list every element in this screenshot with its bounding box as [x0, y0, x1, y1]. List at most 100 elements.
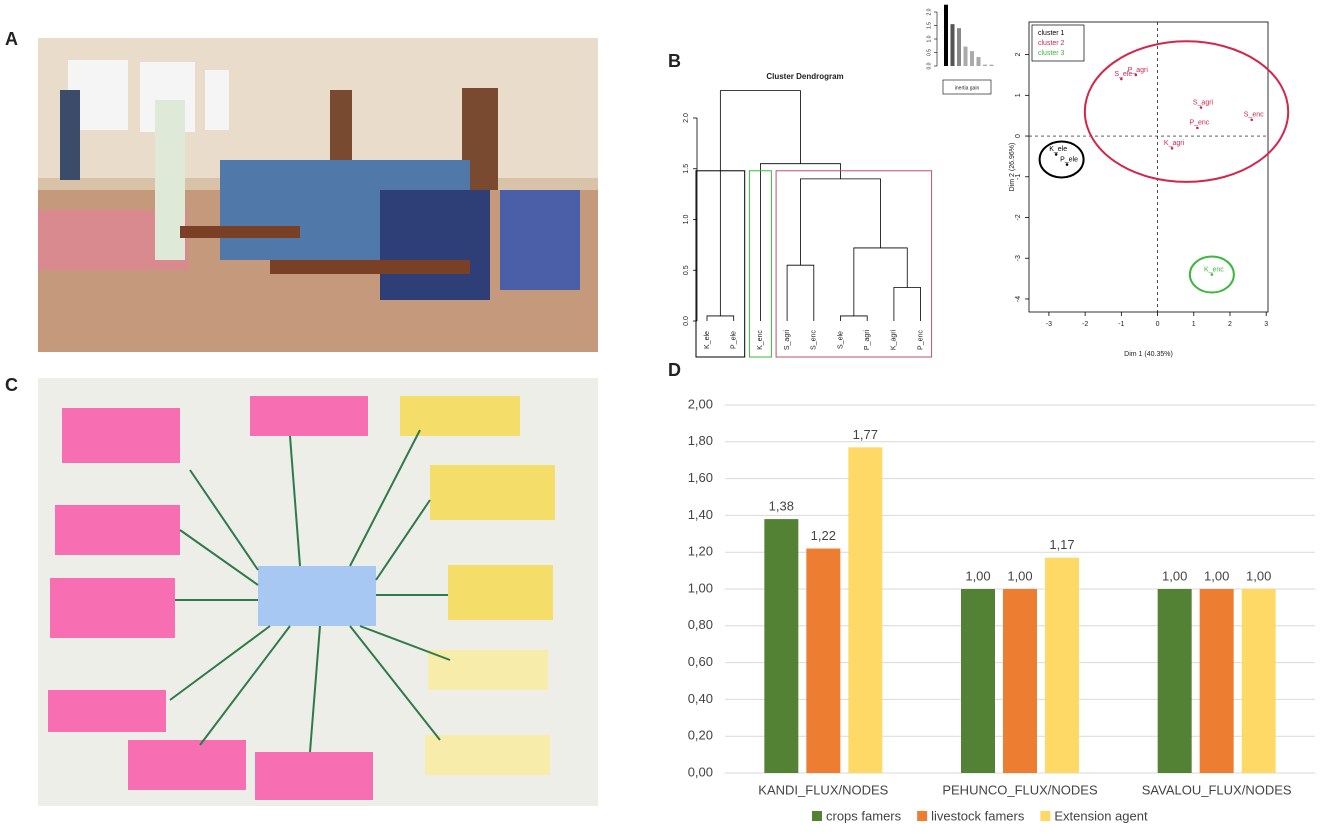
legend-label: cluster 2 — [1038, 40, 1065, 47]
value-label: 1,00 — [1246, 568, 1271, 583]
dendrogram-link — [719, 90, 801, 316]
point-label: S_ele — [1114, 71, 1132, 78]
bar — [1241, 589, 1276, 773]
cluster-box — [775, 170, 933, 358]
x-tick-label: PEHUNCO_FLUX/NODES — [942, 782, 1098, 797]
y-tick-label: 2.0 — [926, 8, 932, 15]
dendrogram-link — [800, 178, 881, 266]
x-axis-label: Dim 1 (40.35%) — [1124, 351, 1173, 358]
point-label: P_enc — [1189, 120, 1209, 127]
y-tick-label: 0.0 — [926, 62, 932, 69]
value-label: 1,00 — [965, 568, 990, 583]
leaf-label: S_enc — [811, 330, 818, 350]
x-tick-label: -3 — [1046, 321, 1052, 328]
x-tick-label: SAVALOU_FLUX/NODES — [1142, 782, 1292, 797]
bar — [961, 589, 995, 773]
y-tick-label: 0,60 — [688, 654, 713, 669]
leaf-label: K_agri — [891, 329, 898, 350]
bar — [944, 4, 948, 67]
y-axis-label: Dim 2 (26.96%) — [1009, 143, 1016, 192]
legend-label: cluster 1 — [1038, 30, 1065, 37]
y-tick-label: 2,00 — [688, 396, 713, 411]
bar — [764, 519, 799, 773]
y-tick-label: 0,40 — [688, 691, 713, 706]
bar — [976, 57, 981, 66]
y-tick-label: 0,00 — [688, 764, 713, 779]
point — [1196, 126, 1199, 130]
y-tick-label: -1 — [1015, 174, 1022, 180]
value-label: 1,77 — [853, 427, 878, 442]
x-tick-label: KANDI_FLUX/NODES — [758, 782, 888, 797]
x-tick-label: 0 — [1156, 321, 1160, 328]
point — [1250, 118, 1254, 122]
y-tick-label: 1,80 — [688, 433, 713, 448]
x-tick-label: 1 — [1192, 321, 1196, 328]
y-tick-label: 1 — [1015, 93, 1022, 97]
photo-flipchart — [38, 378, 598, 806]
legend-label: livestock famers — [931, 808, 1025, 823]
leaf-label: K_ele — [704, 331, 711, 349]
y-tick-label: 1,20 — [688, 544, 713, 559]
y-tick-label: 0,20 — [688, 728, 713, 743]
point — [1134, 73, 1138, 77]
point — [1210, 273, 1214, 276]
y-tick-label: 0.5 — [926, 49, 932, 56]
legend-box — [1031, 24, 1085, 62]
leaf-label: P_enc — [917, 330, 924, 350]
y-tick-label: 1.0 — [683, 215, 690, 225]
leaf-label: S_ele — [837, 331, 844, 349]
cluster-box — [748, 170, 772, 358]
value-label: 1,38 — [769, 499, 794, 514]
legend-label: Extension agent — [1054, 808, 1148, 823]
point — [1199, 106, 1203, 109]
legend-swatch — [812, 811, 822, 821]
point-label: K_enc — [1204, 266, 1224, 273]
leaf-label: P_agri — [864, 329, 871, 350]
panel-label: B — [668, 51, 681, 71]
bar — [970, 51, 974, 66]
y-tick-label: -2 — [1015, 214, 1022, 220]
bar — [989, 64, 994, 66]
legend-swatch — [1040, 811, 1051, 821]
cluster-ellipse — [1038, 140, 1085, 179]
x-tick-label: -2 — [1082, 321, 1088, 328]
y-tick-label: 0 — [1015, 134, 1022, 138]
leaf-label: P_ele — [731, 331, 738, 349]
point — [1065, 163, 1069, 166]
bar — [848, 447, 883, 773]
point-label: P_ele — [1060, 156, 1078, 163]
xlabel-box — [942, 79, 992, 95]
leaf-label: K_enc — [757, 330, 764, 350]
panel-label: A — [5, 29, 18, 49]
panel-label: D — [668, 360, 681, 380]
value-label: 1,17 — [1049, 537, 1074, 552]
dendrogram-link — [840, 315, 868, 321]
panel-label: C — [5, 375, 18, 395]
bar — [963, 46, 968, 66]
dendrogram-link — [786, 264, 815, 321]
y-tick-label: 2 — [1015, 53, 1022, 57]
legend-swatch — [917, 811, 928, 821]
point-label: S_enc — [1244, 112, 1264, 119]
y-tick-label: 2.0 — [683, 113, 690, 123]
bar — [1157, 589, 1192, 773]
legend-label: crops famers — [826, 808, 902, 823]
y-tick-label: 0,80 — [688, 617, 713, 632]
dendrogram-link — [853, 247, 908, 316]
y-tick-label: 1,60 — [688, 470, 713, 485]
leaf-label: S_agri — [784, 329, 791, 350]
bar — [806, 548, 841, 773]
bar — [957, 28, 961, 66]
value-label: 1,00 — [1162, 568, 1187, 583]
point — [1120, 77, 1123, 81]
x-tick-label: -1 — [1118, 321, 1124, 328]
y-tick-label: 1,00 — [688, 580, 713, 595]
bar — [1003, 589, 1037, 773]
y-tick-label: -4 — [1015, 296, 1022, 302]
value-label: 1,00 — [1204, 568, 1229, 583]
y-tick-label: 1.5 — [926, 22, 932, 29]
bar — [1199, 589, 1234, 773]
point — [1170, 146, 1174, 150]
bar — [983, 64, 987, 66]
